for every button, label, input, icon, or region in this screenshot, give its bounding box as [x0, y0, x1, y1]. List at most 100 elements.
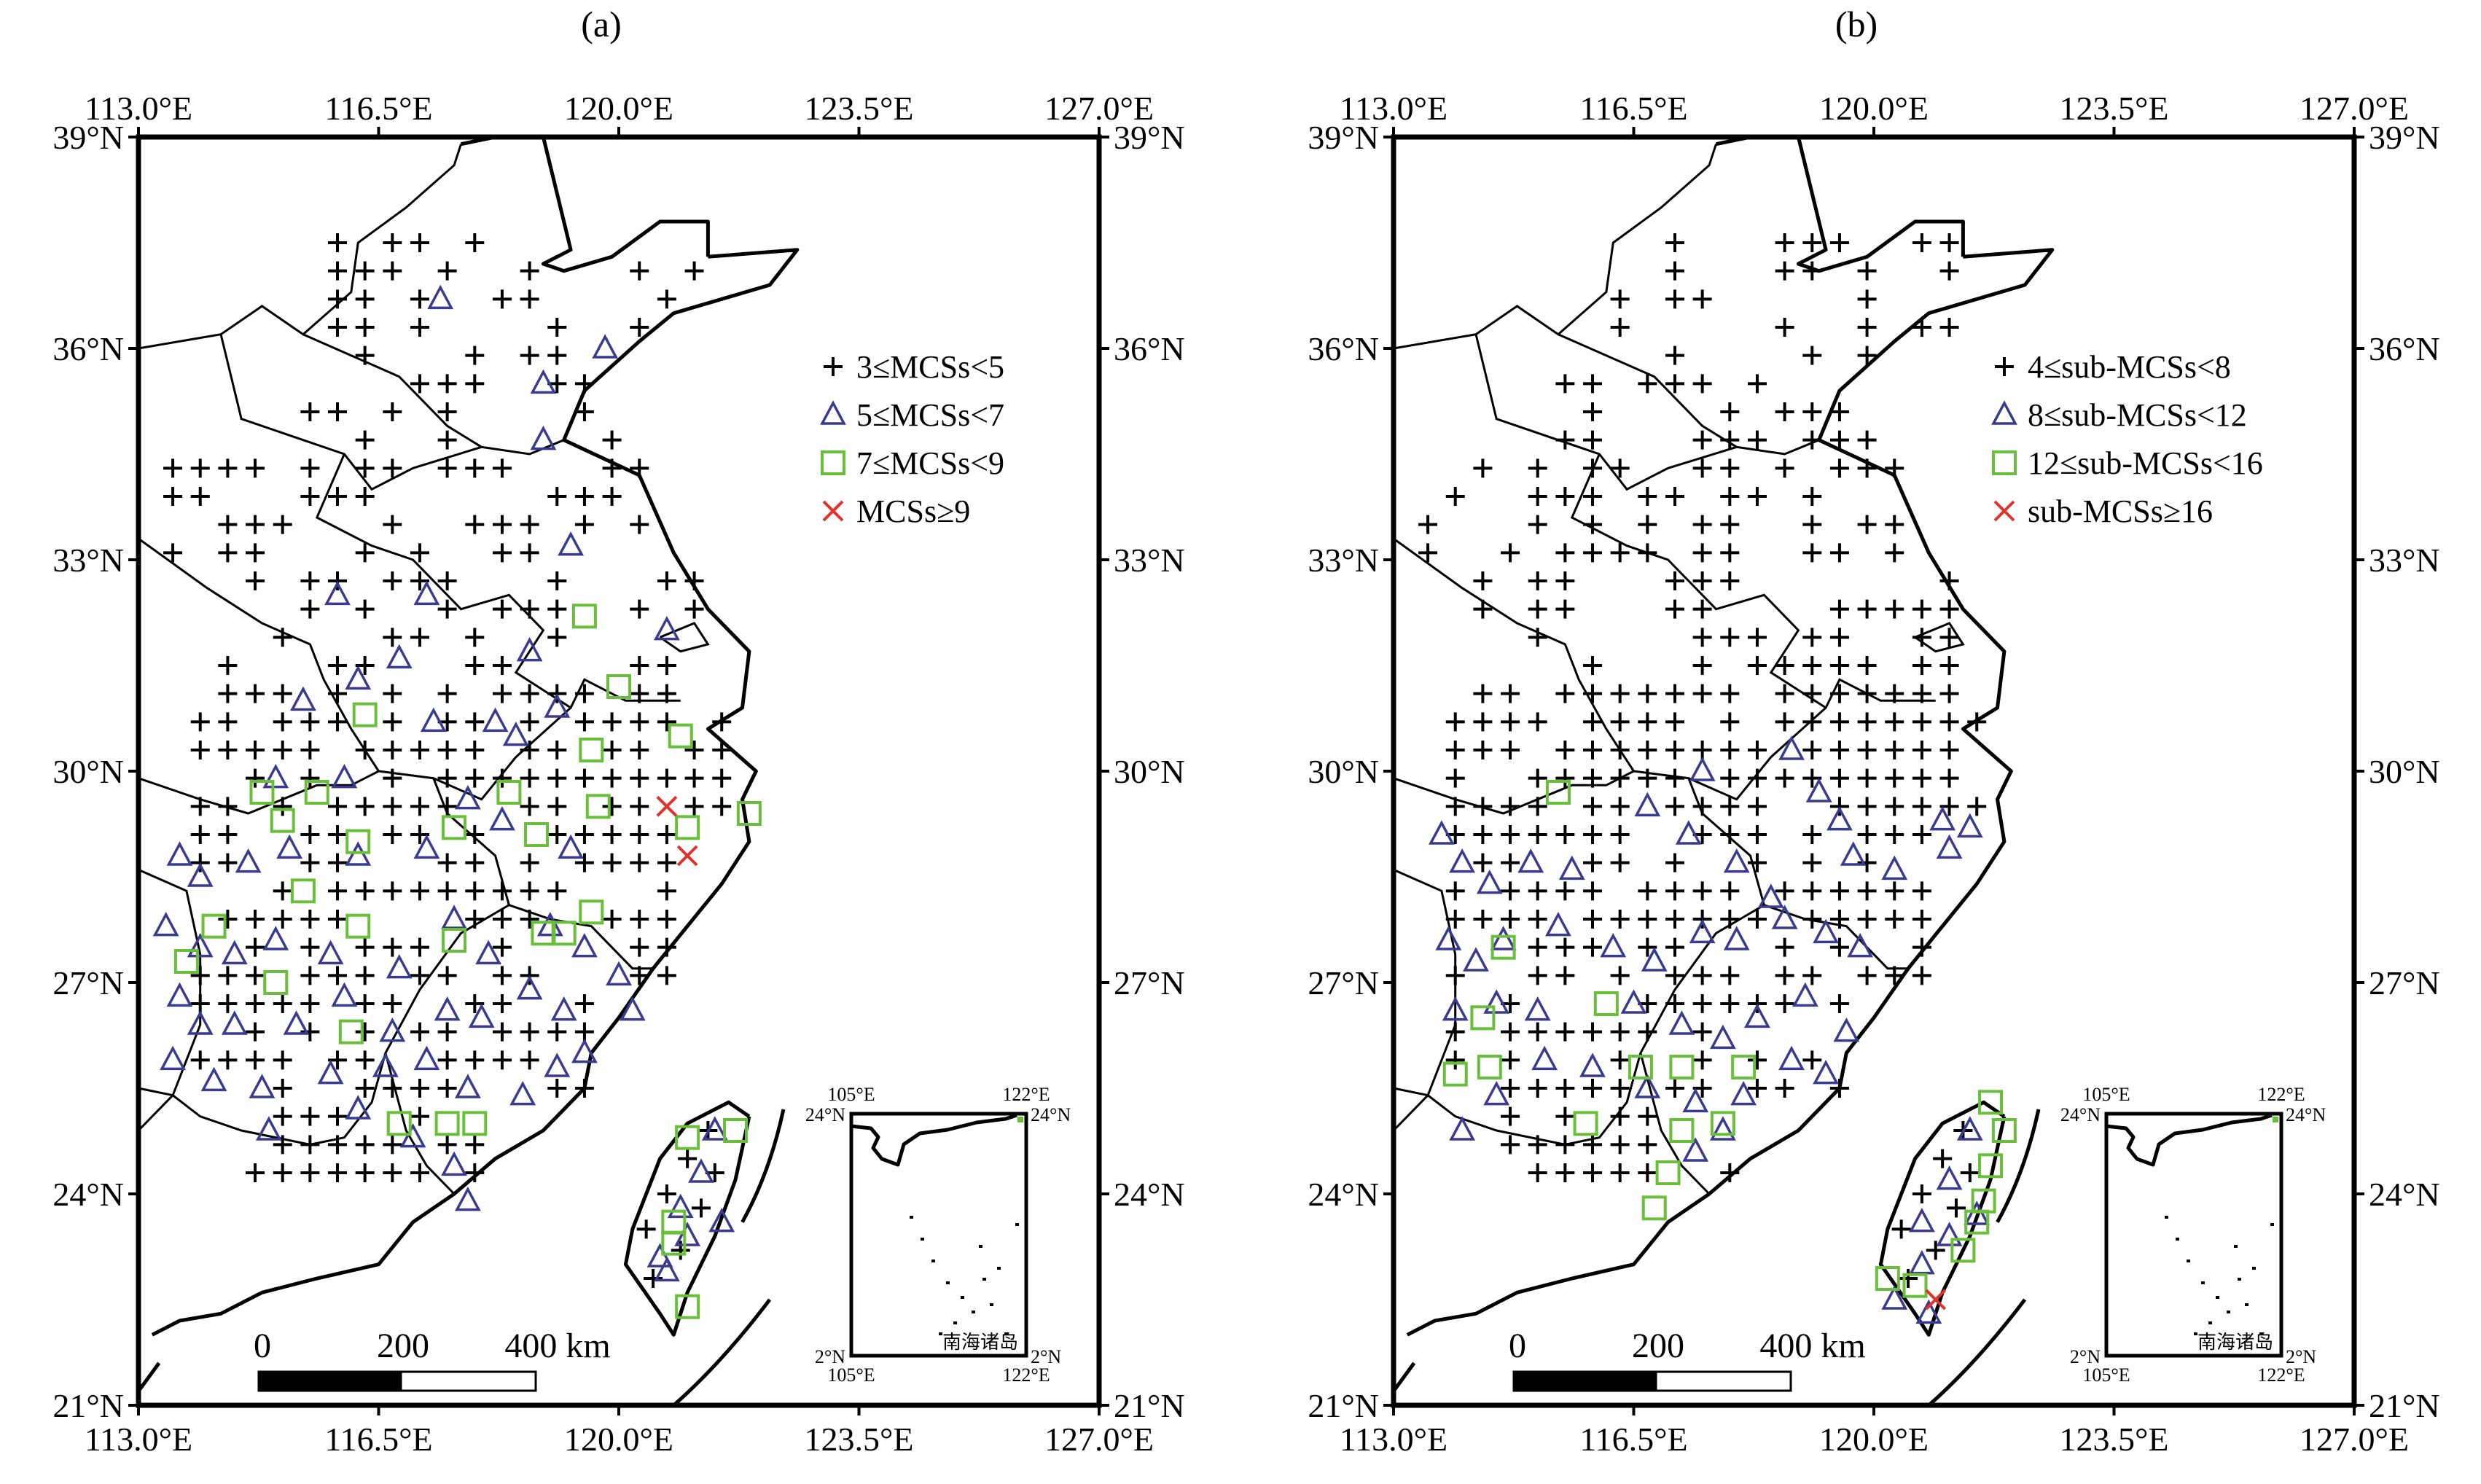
- plus-marker: [465, 881, 485, 901]
- plus-marker: [1885, 825, 1904, 844]
- plus-marker: [1638, 768, 1657, 788]
- plus-marker: [630, 684, 649, 703]
- plus-marker: [1473, 712, 1493, 732]
- plus-marker: [355, 881, 375, 901]
- plus-marker: [1885, 741, 1904, 759]
- triangle-marker: [475, 940, 502, 965]
- taiwan-coastline: [623, 1100, 751, 1337]
- province-boundary: [1570, 453, 1826, 709]
- triangle-marker: [324, 580, 351, 606]
- plus-marker: [300, 571, 320, 590]
- plus-marker: [1857, 910, 1877, 929]
- plus-marker: [1829, 937, 1849, 957]
- triangle-marker: [1813, 918, 1840, 944]
- cross-marker: [1925, 1289, 1947, 1311]
- plus-marker: [1528, 458, 1547, 478]
- province-boundary: [302, 333, 482, 448]
- triangle-marker: [434, 996, 461, 1021]
- plus-marker: [1720, 487, 1740, 506]
- plus-marker: [328, 656, 348, 675]
- legend-symbol-triangle: [820, 400, 846, 425]
- plus-marker: [1912, 797, 1931, 816]
- plus-marker: [246, 910, 265, 929]
- plus-marker: [1665, 374, 1684, 394]
- plus-marker: [492, 1022, 512, 1042]
- plus-marker: [1501, 684, 1520, 703]
- plus-marker: [300, 402, 320, 421]
- plus-marker: [1939, 318, 1959, 337]
- triangle-marker: [1826, 805, 1853, 831]
- coastline-south: [136, 1362, 161, 1393]
- lat-label-left: 39°N: [52, 119, 124, 156]
- square-marker: [263, 970, 289, 995]
- plus-marker: [492, 1050, 512, 1070]
- triangle-marker: [1744, 1003, 1770, 1028]
- province-boundary: [1393, 537, 1936, 801]
- plus-marker: [1555, 937, 1575, 957]
- plus-marker: [218, 684, 238, 703]
- province-boundary: [219, 334, 565, 491]
- plus-marker: [1473, 910, 1493, 929]
- square-marker: [304, 780, 329, 805]
- plus-marker: [383, 741, 402, 759]
- plus-marker: [1610, 1163, 1630, 1182]
- plus-marker: [273, 797, 292, 816]
- plus-marker: [1528, 881, 1547, 901]
- lon-label-top: 113.0°E: [1340, 90, 1447, 127]
- plus-marker: [465, 1135, 485, 1155]
- plus-marker: [1899, 1269, 1918, 1288]
- plus-marker: [547, 1079, 567, 1098]
- plus-marker: [218, 543, 238, 563]
- inset-top-left-lat: 24°N: [2060, 1104, 2101, 1125]
- island-dot: [979, 1245, 982, 1248]
- plus-marker: [1665, 684, 1684, 703]
- plus-marker: [1555, 1163, 1575, 1182]
- plus-marker: [1720, 881, 1740, 901]
- plus-marker: [1939, 656, 1959, 675]
- triangle-marker: [200, 1066, 227, 1092]
- plus-marker: [1857, 656, 1877, 675]
- plus-marker: [1775, 712, 1794, 732]
- triangle-marker: [1757, 883, 1784, 908]
- plus-marker: [1638, 712, 1657, 732]
- plus-marker: [602, 768, 622, 788]
- scale-label-200: 200: [1632, 1327, 1684, 1365]
- triangle-marker: [187, 1010, 214, 1035]
- plus-marker: [1692, 1050, 1712, 1070]
- plus-marker: [355, 289, 375, 309]
- plus-marker: [1775, 402, 1794, 421]
- plus-marker: [437, 599, 457, 619]
- plus-marker: [657, 684, 676, 703]
- plus-marker: [437, 768, 457, 788]
- plus-marker: [1692, 797, 1712, 816]
- plus-marker: [1775, 1079, 1794, 1098]
- plus-marker: [355, 994, 375, 1013]
- plus-marker: [1555, 543, 1575, 563]
- lat-label-right: 21°N: [2369, 1387, 2440, 1424]
- dashed-boundary-arc: [741, 1109, 786, 1223]
- plus-marker: [1555, 966, 1575, 985]
- plus-marker: [630, 261, 649, 281]
- plus-marker: [437, 1135, 457, 1155]
- plus-marker: [1802, 712, 1822, 732]
- square-marker: [675, 1294, 700, 1319]
- plus-marker: [1692, 571, 1712, 590]
- plus-marker: [300, 1022, 320, 1042]
- plus-marker: [1885, 515, 1904, 534]
- plus-marker: [190, 1050, 210, 1070]
- plus-marker: [246, 1022, 265, 1042]
- plus-marker: [1528, 768, 1547, 788]
- plus-marker: [1583, 1079, 1603, 1098]
- triangle-marker: [1428, 820, 1455, 845]
- plus-marker: [1829, 458, 1849, 478]
- legend-label-4: MCSs≥9: [856, 493, 970, 529]
- plus-marker: [574, 1022, 594, 1042]
- triangle-marker: [619, 996, 646, 1021]
- triangle-marker: [441, 1151, 467, 1176]
- inset-marker: [2273, 1117, 2278, 1122]
- square-marker: [345, 829, 371, 854]
- plus-marker: [273, 881, 292, 901]
- square-marker: [1641, 1195, 1667, 1221]
- plus-marker: [383, 628, 402, 647]
- plus-marker: [1501, 910, 1520, 929]
